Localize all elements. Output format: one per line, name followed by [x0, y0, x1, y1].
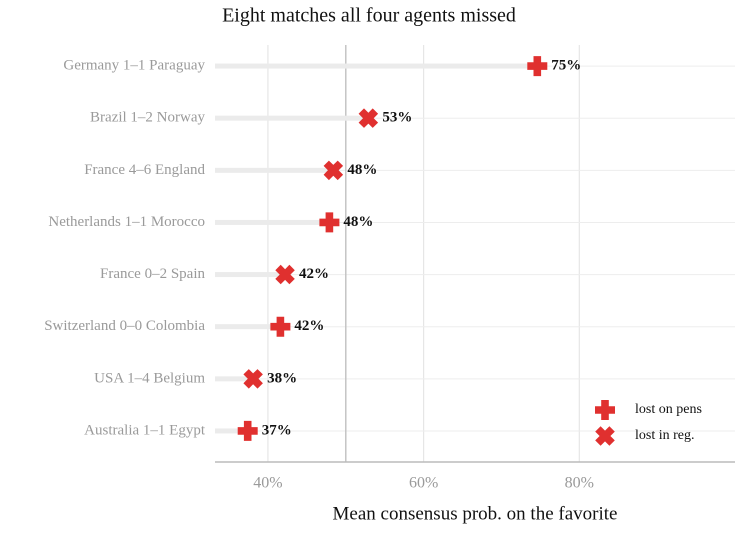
category-label: Germany 1–1 Paraguay — [63, 58, 205, 74]
bar — [215, 63, 538, 69]
category-label: Switzerland 0–0 Colombia — [44, 318, 205, 334]
value-label: 37% — [262, 422, 292, 438]
value-label: 75% — [551, 58, 581, 74]
x-tick-label: 40% — [253, 475, 282, 492]
marker — [319, 212, 340, 233]
legend-marker — [595, 426, 615, 446]
category-label: Brazil 1–2 Norway — [90, 110, 205, 126]
marker — [527, 56, 548, 77]
category-label: USA 1–4 Belgium — [94, 370, 205, 386]
marker — [237, 420, 258, 441]
bar — [215, 115, 369, 121]
value-label: 38% — [267, 370, 297, 386]
value-label: 42% — [299, 266, 329, 282]
x-tick-label: 60% — [409, 475, 438, 492]
category-label: Netherlands 1–1 Morocco — [48, 214, 205, 230]
x-axis-label: Mean consensus prob. on the favorite — [333, 503, 618, 524]
legend-marker — [595, 400, 615, 420]
category-label: France 4–6 England — [84, 162, 205, 178]
bar — [215, 167, 334, 173]
bar — [215, 219, 330, 225]
category-label: Australia 1–1 Egypt — [84, 422, 206, 438]
value-label: 48% — [343, 214, 373, 230]
marker — [275, 264, 295, 285]
marker — [243, 369, 263, 389]
bar — [215, 324, 281, 330]
x-tick-label: 80% — [565, 475, 594, 492]
bar — [215, 376, 254, 382]
marker — [358, 108, 379, 128]
marker — [270, 316, 291, 337]
bar — [215, 428, 248, 434]
category-label: France 0–2 Spain — [100, 266, 205, 282]
legend-label: lost in reg. — [635, 428, 695, 443]
marker — [323, 160, 344, 181]
bar — [215, 272, 286, 278]
chart-title: Eight matches all four agents missed — [222, 5, 516, 27]
value-label: 48% — [347, 162, 377, 178]
value-label: 53% — [382, 110, 412, 126]
legend-label: lost on pens — [635, 402, 702, 417]
value-label: 42% — [294, 318, 324, 334]
